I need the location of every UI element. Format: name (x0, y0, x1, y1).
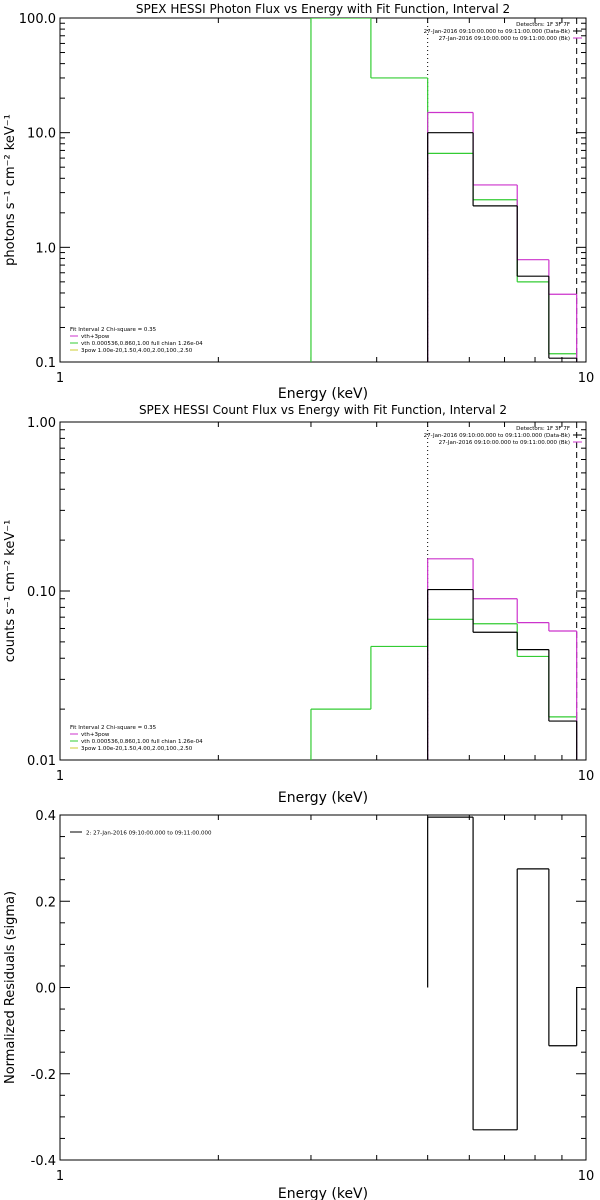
plot-area (310, 558, 578, 760)
legend-text: vth 0.000536,0.860,1.00 full chian 1.26e… (81, 739, 203, 745)
chart-panel-1: SPEX HESSI Photon Flux vs Energy with Fi… (3, 2, 594, 402)
y-tick-label: 1.0 (35, 241, 56, 256)
x-axis-label: Energy (keV) (278, 790, 368, 806)
fit-legend-title: Fit Interval 2 Chi-square = 0.35 (70, 327, 157, 333)
x-tick-label: 10 (578, 769, 595, 784)
plot-frame (59, 814, 587, 1161)
series-vth (310, 618, 578, 760)
chart-panel-3: 1 10 -0.4 -0.2 0.0 0.2 0.4 Energy (keV) Normaliz… (3, 809, 594, 1200)
x-tick-label: 10 (578, 1169, 595, 1184)
series-data (427, 132, 578, 362)
x-tick-label: 1 (56, 1169, 64, 1184)
y-tick-label: 0.0 (35, 982, 56, 997)
plot-frame (59, 17, 587, 363)
y-tick-label: 0.1 (35, 356, 56, 371)
series-data (427, 588, 578, 760)
legend-text: 27-Jan-2016 09:10:00.000 to 09:11:00.000… (424, 29, 570, 35)
y-tick-label: 0.2 (35, 895, 56, 910)
legend-text: 3pow 1.00e-20,1.50,4.00,2.00,100.,2.50 (81, 348, 193, 354)
series-vth (310, 18, 578, 362)
fit-legend: Fit Interval 2 Chi-square = 0.35vth+3pow… (70, 725, 203, 752)
x-tick-label: 1 (56, 371, 64, 386)
legend-text: Detectors: 1F 3F 7F (516, 22, 570, 28)
y-tick-label: -0.2 (31, 1068, 56, 1083)
y-tick-label: -0.4 (31, 1154, 56, 1169)
series-vth-plus-3pow (427, 111, 578, 362)
y-tick-label: 0.4 (35, 809, 56, 824)
plot-area (310, 18, 578, 362)
legend-text: vth+3pow (81, 334, 110, 340)
x-tick-label: 10 (578, 371, 595, 386)
chart-panel-2: SPEX HESSI Count Flux vs Energy with Fit… (3, 403, 594, 806)
y-axis-label: photons s⁻¹ cm⁻² keV⁻¹ (3, 114, 18, 266)
plot-area (427, 816, 578, 1131)
fit-legend: Fit Interval 2 Chi-square = 0.35vth+3pow… (70, 327, 203, 354)
y-tick-label: 10.0 (27, 127, 56, 142)
legend-text: 27-Jan-2016 09:10:00.000 to 09:11:00.000… (439, 440, 570, 446)
x-tick-label: 1 (56, 769, 64, 784)
x-axis-label: Energy (keV) (278, 1186, 368, 1200)
x-axis-label: Energy (keV) (278, 386, 368, 402)
y-axis-label: counts s⁻¹ cm⁻² keV⁻¹ (3, 520, 18, 663)
legend-text: 27-Jan-2016 09:10:00.000 to 09:11:00.000… (424, 433, 570, 439)
series-residuals (427, 816, 578, 1131)
residual-legend: 2: 27-Jan-2016 09:10:00.000 to 09:11:00.… (70, 831, 212, 837)
chart-title: SPEX HESSI Photon Flux vs Energy with Fi… (136, 2, 510, 16)
chart-title: SPEX HESSI Count Flux vs Energy with Fit… (139, 403, 507, 417)
y-axis-label: Normalized Residuals (sigma) (3, 891, 18, 1084)
y-tick-label: 100.0 (19, 12, 56, 27)
legend-text: 2: 27-Jan-2016 09:10:00.000 to 09:11:00.… (86, 831, 212, 837)
fit-legend-title: Fit Interval 2 Chi-square = 0.35 (70, 725, 157, 731)
legend-text: 3pow 1.00e-20,1.50,4.00,2.00,100.,2.50 (81, 746, 193, 752)
y-tick-label: 1.00 (27, 416, 56, 431)
y-tick-label: 0.01 (27, 754, 56, 769)
legend-text: 27-Jan-2016 09:10:00.000 to 09:11:00.000… (439, 36, 570, 42)
legend-text: vth 0.000536,0.860,1.00 full chian 1.26e… (81, 341, 203, 347)
legend-text: Detectors: 1F 3F 7F (516, 426, 570, 432)
y-tick-label: 0.10 (27, 585, 56, 600)
legend-text: vth+3pow (81, 732, 110, 738)
